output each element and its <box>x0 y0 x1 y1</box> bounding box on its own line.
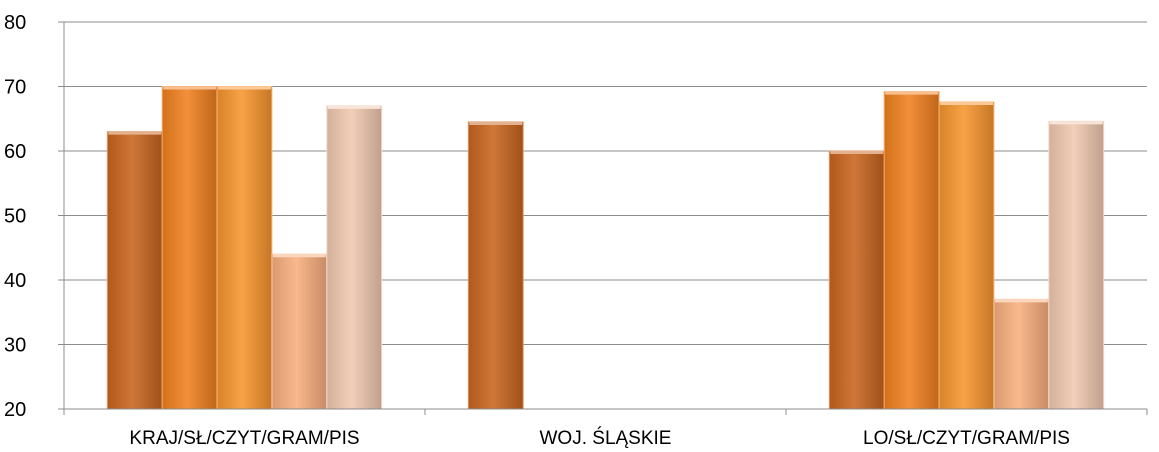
x-tick-label: LO/SŁ/CZYT/GRAM/PIS <box>863 428 1070 449</box>
x-tick-label: KRAJ/SŁ/CZYT/GRAM/PIS <box>129 428 359 449</box>
bar <box>216 86 273 410</box>
y-axis: 20 30 40 50 60 70 80 <box>4 12 65 421</box>
bar <box>1048 120 1105 410</box>
bar <box>883 91 940 410</box>
bar <box>161 86 218 410</box>
y-tick-label: 50 <box>4 206 26 228</box>
bar <box>828 150 885 410</box>
y-tick-label: 70 <box>4 77 26 99</box>
bar <box>993 298 1050 410</box>
y-tick-label: 80 <box>4 12 26 34</box>
y-tick-label: 20 <box>4 399 26 421</box>
bar <box>271 253 328 410</box>
x-axis: KRAJ/SŁ/CZYT/GRAM/PIS WOJ. ŚLĄSKIE LO/SŁ/C… <box>63 408 1148 449</box>
bar <box>106 131 163 410</box>
bar <box>938 101 995 410</box>
bar <box>467 121 524 410</box>
bar <box>326 105 383 410</box>
y-tick-label: 40 <box>4 270 26 292</box>
y-tick-label: 30 <box>4 335 26 357</box>
x-tick-label: WOJ. ŚLĄSKIE <box>540 427 672 449</box>
y-tick-label: 60 <box>4 141 26 163</box>
bars <box>106 86 1105 410</box>
